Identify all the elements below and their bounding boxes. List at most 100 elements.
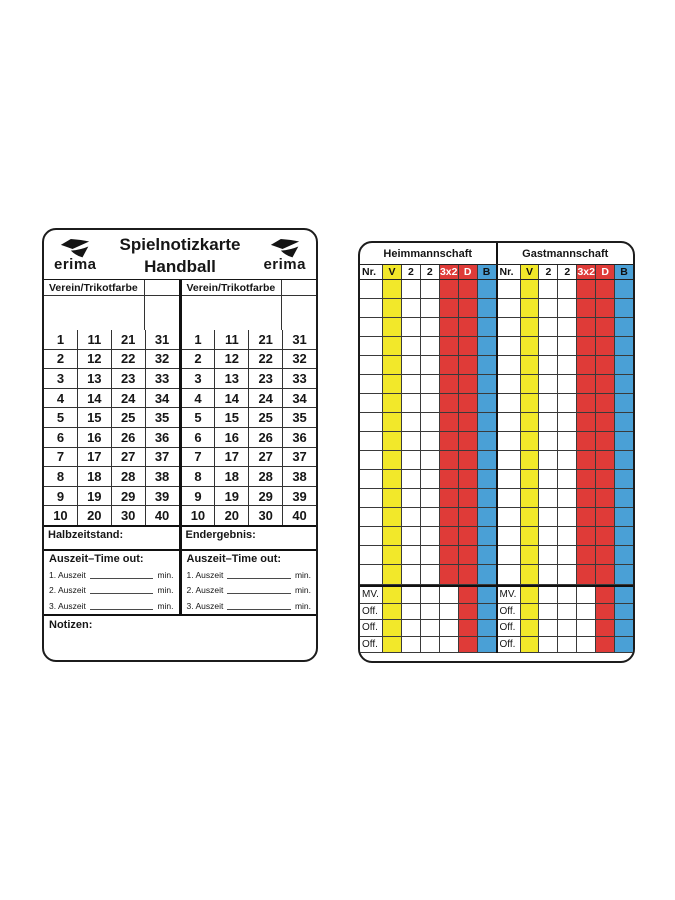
player-number-cell: 13 xyxy=(215,369,250,388)
mark-cell xyxy=(558,527,578,546)
mark-cell xyxy=(439,451,459,470)
auszeit-label: 1. Auszeit xyxy=(49,569,86,580)
mark-cell xyxy=(477,546,496,565)
write-in-line xyxy=(89,593,154,595)
player-number-cell: 2 xyxy=(44,349,78,369)
mark-cell xyxy=(383,546,402,565)
player-number-cell: 38 xyxy=(292,468,307,484)
card-title: Spielnotizkarte Handball xyxy=(120,234,241,277)
auszeit-section: Auszeit–Time out: 1. Auszeit min. 2. Aus… xyxy=(44,549,316,614)
mark-cell xyxy=(539,375,559,394)
verein-entry-cell xyxy=(44,296,145,330)
player-number-cell xyxy=(497,527,521,546)
player-mark-row xyxy=(360,375,496,395)
column-header-cell: 3x2 xyxy=(577,265,597,279)
mark-cell xyxy=(420,337,440,356)
mark-cell xyxy=(596,299,616,318)
number-row: 6 16 26 36 xyxy=(181,427,316,448)
player-number-cell: 5 xyxy=(44,408,78,427)
auszeit-guest: Auszeit–Time out: 1. Auszeit min. 2. Aus… xyxy=(182,551,317,614)
player-number-cell: 32 xyxy=(154,351,170,367)
player-number-cell xyxy=(360,375,383,394)
player-number-cell xyxy=(360,280,383,299)
number-row: 4 14 24 34 xyxy=(44,388,179,409)
mark-cell xyxy=(615,394,633,413)
player-number-cell: 9 xyxy=(44,486,78,506)
mark-cell xyxy=(420,280,440,299)
mark-cell xyxy=(477,470,496,489)
player-number-cell: 2 xyxy=(182,349,216,369)
official-row: Off. xyxy=(360,636,496,653)
player-number-cell: 37 xyxy=(154,449,170,465)
player-number-cell: 34 xyxy=(292,390,307,406)
home-team-header: Heimmannschaft xyxy=(360,243,498,264)
mark-cell xyxy=(558,470,578,489)
mark-cell xyxy=(477,413,496,432)
player-number-cell: 18 xyxy=(215,467,250,486)
trikotfarbe-entry-cell xyxy=(145,296,179,330)
player-number-cell: 22 xyxy=(249,349,284,369)
mark-cell xyxy=(439,375,459,394)
official-row: Off. xyxy=(497,636,633,653)
mark-cell xyxy=(596,587,616,603)
min-label: min. xyxy=(157,569,174,580)
mark-cell xyxy=(477,508,496,527)
mark-cell xyxy=(420,565,440,584)
player-number-cell: 4 xyxy=(182,388,216,408)
number-row: 1 11 21 31 xyxy=(181,330,316,350)
mark-cell xyxy=(615,603,633,619)
mark-cell xyxy=(458,413,478,432)
mark-cell xyxy=(420,603,440,619)
title-line2: Handball xyxy=(144,256,216,276)
official-label-cell: Off. xyxy=(360,636,383,652)
mark-cell xyxy=(596,413,616,432)
mark-cell xyxy=(615,299,633,318)
auszeit-row: 1. Auszeit min. xyxy=(187,567,312,583)
min-label: min. xyxy=(157,585,174,596)
mark-cell xyxy=(539,280,559,299)
mark-cell xyxy=(596,318,616,337)
auszeit-label: 2. Auszeit xyxy=(49,585,86,596)
mark-cell xyxy=(596,636,616,652)
mark-cell xyxy=(401,432,421,451)
mark-cell xyxy=(383,565,402,584)
mark-cell xyxy=(596,451,616,470)
player-number-cell xyxy=(497,470,521,489)
player-number-cell: 11 xyxy=(78,330,112,349)
mark-cell xyxy=(420,620,440,636)
mark-cell xyxy=(539,451,559,470)
mark-cell xyxy=(577,508,597,527)
mark-cell xyxy=(577,280,597,299)
player-mark-row xyxy=(497,280,633,300)
erima-wordmark: erima xyxy=(263,256,306,273)
number-row: 8 18 28 38 xyxy=(181,467,316,487)
player-mark-row xyxy=(360,413,496,433)
mark-cell xyxy=(615,337,633,356)
mark-cell xyxy=(439,508,459,527)
mark-cell xyxy=(596,356,616,375)
number-row: 3 13 23 33 xyxy=(44,369,179,389)
player-number-cell xyxy=(360,299,383,318)
mark-cell xyxy=(596,280,616,299)
mark-cell xyxy=(401,603,421,619)
mark-cell xyxy=(439,620,459,636)
official-label-cell: MV. xyxy=(497,587,521,603)
player-number-cell xyxy=(360,413,383,432)
player-mark-row xyxy=(497,318,633,338)
mark-cell xyxy=(401,620,421,636)
mark-cell xyxy=(596,508,616,527)
auszeit-heading: Auszeit–Time out: xyxy=(49,553,144,565)
player-mark-row xyxy=(360,318,496,338)
mark-cell xyxy=(458,587,478,603)
mark-cell xyxy=(420,432,440,451)
mark-cell xyxy=(615,356,633,375)
mark-cell xyxy=(477,394,496,413)
official-label-cell: Off. xyxy=(497,636,521,652)
player-number-cell: 34 xyxy=(154,390,170,406)
min-label: min. xyxy=(294,585,311,596)
player-number-cell: 35 xyxy=(292,410,307,426)
mark-cell xyxy=(558,451,578,470)
player-number-cell: 23 xyxy=(112,369,146,388)
mark-cell xyxy=(615,375,633,394)
mark-cell xyxy=(539,527,559,546)
